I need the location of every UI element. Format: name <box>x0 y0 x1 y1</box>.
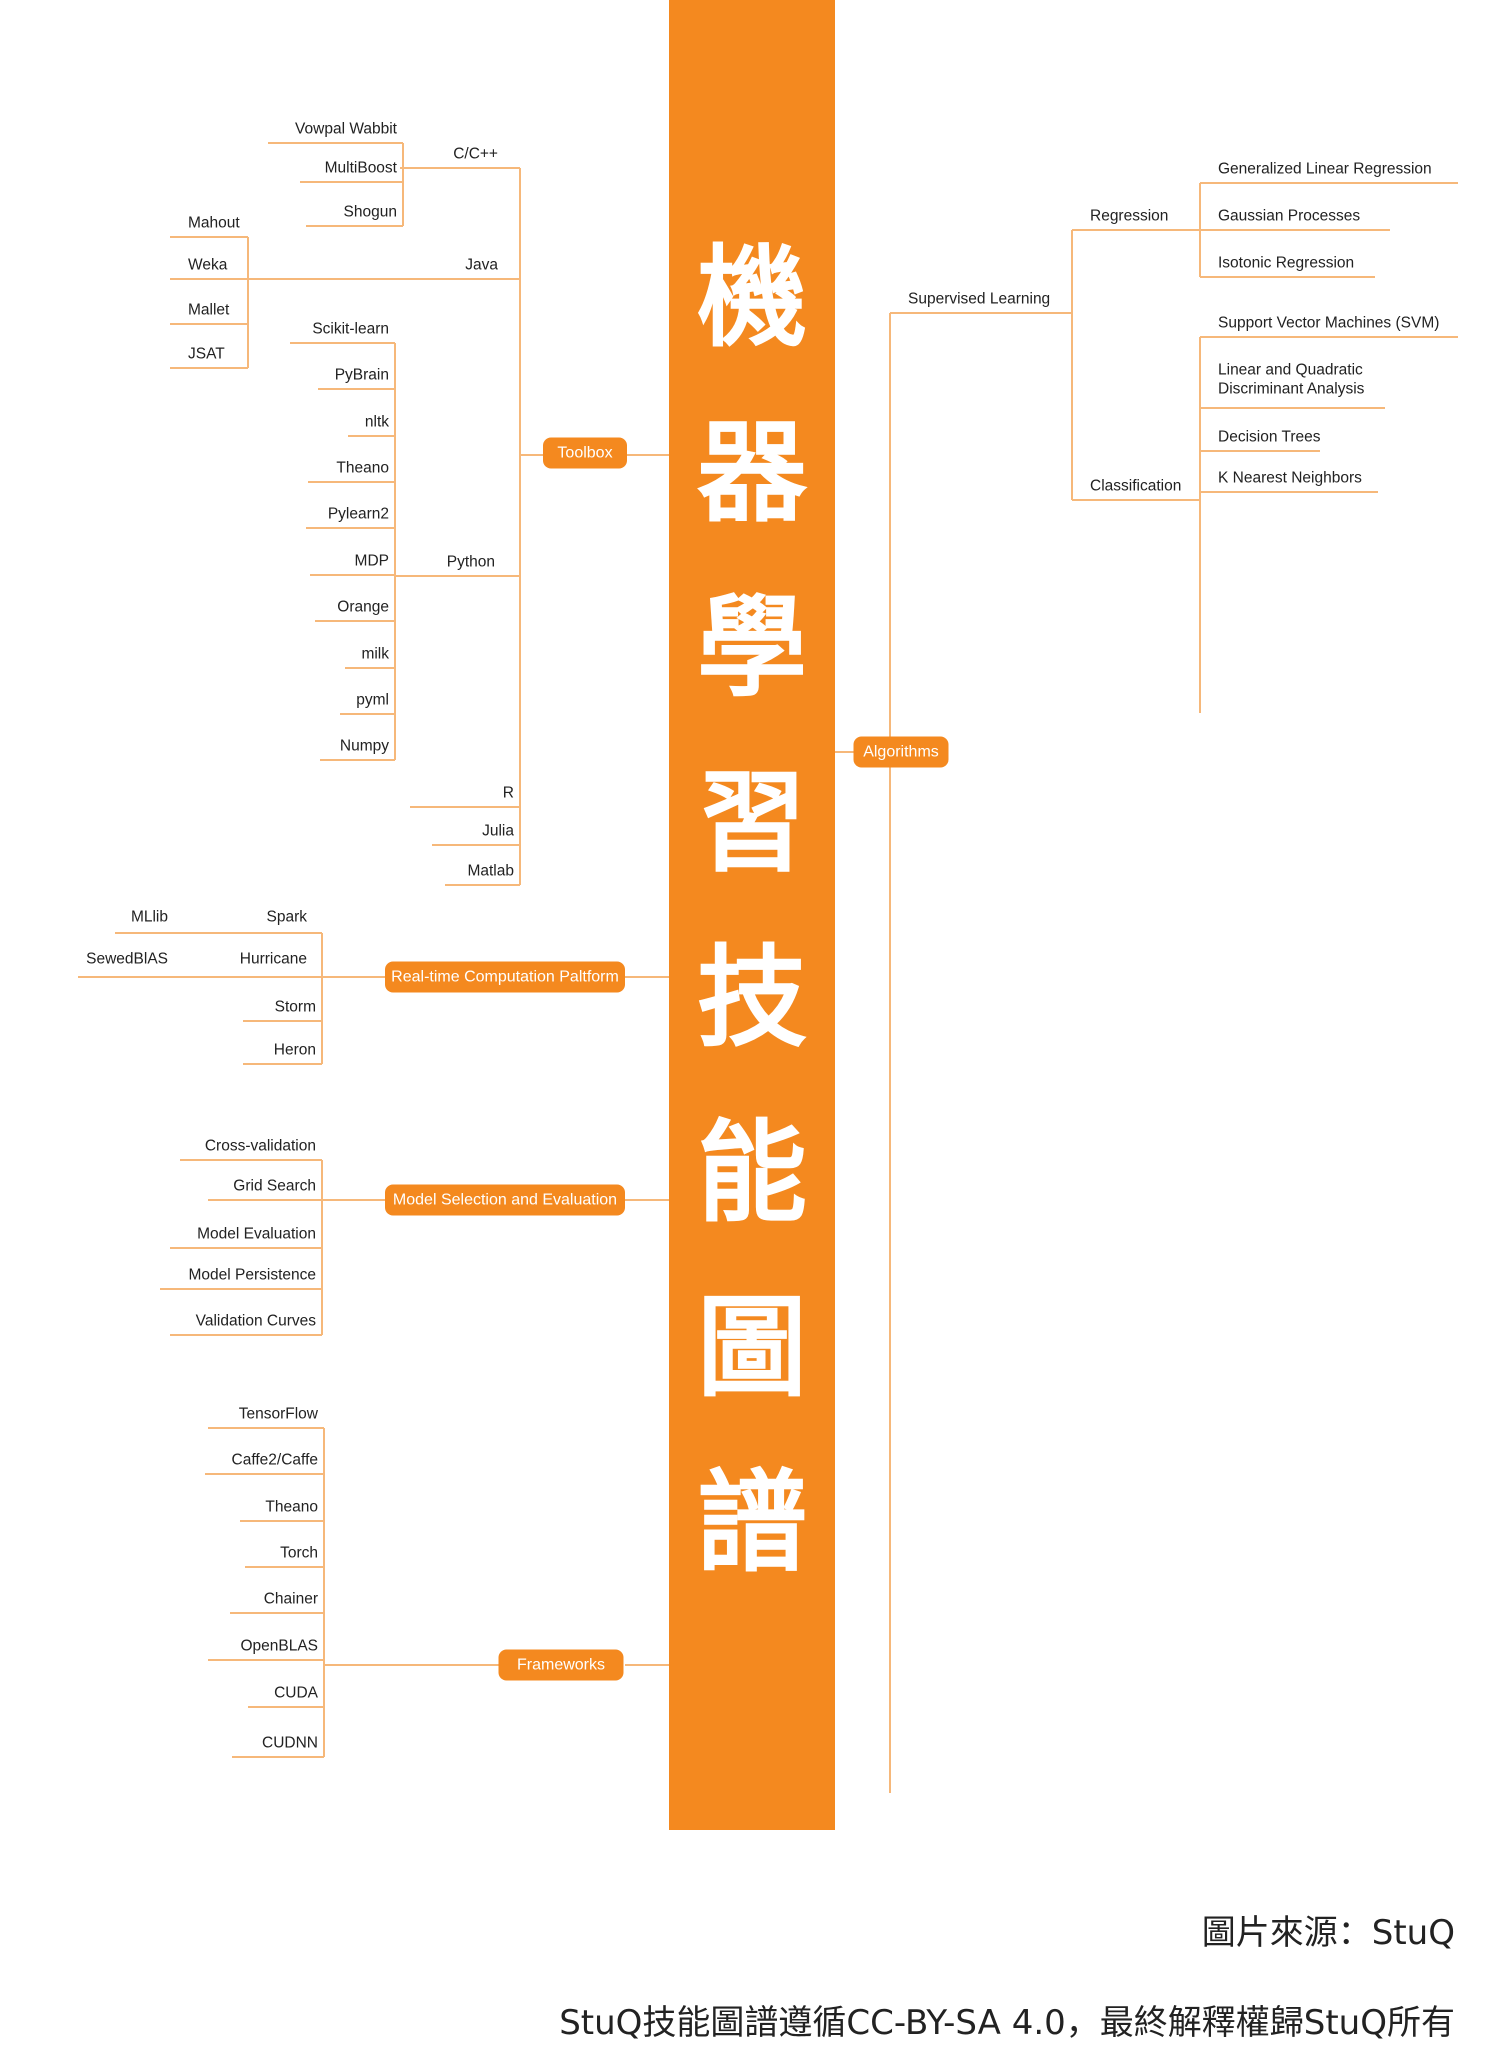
title-char: 習 <box>697 758 807 887</box>
realtime-heron: Heron <box>273 1041 316 1059</box>
model-selection-item: Grid Search <box>233 1177 316 1195</box>
regression-item: Isotonic Regression <box>1218 254 1355 272</box>
toolbox-java-item: Mallet <box>188 301 230 319</box>
toolbox-other-item: Matlab <box>467 862 514 880</box>
realtime-spark: Spark <box>266 908 308 926</box>
framework-item: Caffe2/Caffe <box>231 1451 318 1469</box>
classification-label: Classification <box>1090 477 1182 495</box>
toolbox-java-item: JSAT <box>188 345 225 363</box>
toolbox-python-item: milk <box>361 645 389 663</box>
regression-item: Gaussian Processes <box>1218 207 1361 225</box>
title-char: 圖 <box>697 1283 807 1412</box>
framework-item: CUDA <box>274 1684 318 1702</box>
title-band: 機器學習技能圖譜 <box>669 0 835 1830</box>
toolbox-cpp-label: C/C++ <box>453 145 498 163</box>
toolbox-python-item: PyBrain <box>334 366 389 384</box>
toolbox-category[interactable]: Toolbox <box>543 437 627 469</box>
toolbox-python-item: Numpy <box>339 737 389 755</box>
toolbox-python-item: pyml <box>356 691 389 709</box>
model-selection-category[interactable]: Model Selection and Evaluation <box>385 1184 625 1216</box>
regression-item: Generalized Linear Regression <box>1218 160 1432 178</box>
source-credit: 圖片來源：StuQ <box>1201 1913 1455 1953</box>
model-selection-item: Model Persistence <box>188 1266 316 1284</box>
realtime-mllib: MLlib <box>130 908 168 926</box>
realtime-hurricane: Hurricane <box>239 950 307 968</box>
realtime-sewedblas: SewedBlAS <box>86 950 168 968</box>
realtime-category[interactable]: Real-time Computation Paltform <box>385 961 625 993</box>
model-selection-item: Model Evaluation <box>197 1225 316 1243</box>
toolbox-other-item: R <box>502 784 514 802</box>
toolbox-python-item: Theano <box>336 459 389 477</box>
classification-item: Linear and Quadratic <box>1218 361 1363 379</box>
title-char: 能 <box>697 1108 807 1237</box>
toolbox-java-label: Java <box>465 256 498 274</box>
framework-item: Torch <box>280 1544 318 1562</box>
toolbox-python-item: Scikit-learn <box>312 320 389 338</box>
toolbox-cpp-item: MultiBoost <box>324 159 397 177</box>
framework-item: TensorFlow <box>238 1405 318 1423</box>
algorithms-category[interactable]: Algorithms <box>853 736 949 768</box>
toolbox-python-item: MDP <box>354 552 389 570</box>
classification-item: Support Vector Machines (SVM) <box>1218 314 1440 332</box>
toolbox-other-item: Julia <box>482 822 514 840</box>
toolbox-cpp-item: Shogun <box>343 203 397 221</box>
classification-item: K Nearest Neighbors <box>1218 469 1362 487</box>
license-note: StuQ技能圖譜遵循CC-BY-SA 4.0，最終解釋權歸StuQ所有 <box>559 2003 1455 2043</box>
regression-label: Regression <box>1090 207 1169 225</box>
framework-item: CUDNN <box>262 1734 318 1752</box>
title-char: 機 <box>697 233 807 362</box>
toolbox-java-item: Weka <box>188 256 228 274</box>
title-char: 器 <box>697 408 807 537</box>
toolbox-python-label: Python <box>446 553 495 571</box>
model-selection-item: Cross-validation <box>204 1137 316 1155</box>
toolbox-python-item: Orange <box>337 598 389 616</box>
model-selection-item: Validation Curves <box>195 1312 316 1330</box>
toolbox-python-item: nltk <box>364 413 389 431</box>
page-title: 機器學習技能圖譜 <box>669 210 835 1610</box>
title-char: 學 <box>697 583 807 712</box>
classification-item: Discriminant Analysis <box>1218 380 1365 398</box>
toolbox-python-item: Pylearn2 <box>327 505 389 523</box>
classification-item: Decision Trees <box>1218 428 1321 446</box>
framework-item: Theano <box>265 1498 318 1516</box>
framework-item: Chainer <box>263 1590 318 1608</box>
toolbox-cpp-item: Vowpal Wabbit <box>295 120 397 138</box>
title-char: 譜 <box>697 1458 807 1587</box>
supervised-label: Supervised Learning <box>908 290 1051 308</box>
title-char: 技 <box>697 933 807 1062</box>
realtime-storm: Storm <box>274 998 316 1016</box>
framework-item: OpenBLAS <box>240 1637 318 1655</box>
frameworks-category[interactable]: Frameworks <box>498 1649 624 1681</box>
toolbox-java-item: Mahout <box>188 214 240 232</box>
